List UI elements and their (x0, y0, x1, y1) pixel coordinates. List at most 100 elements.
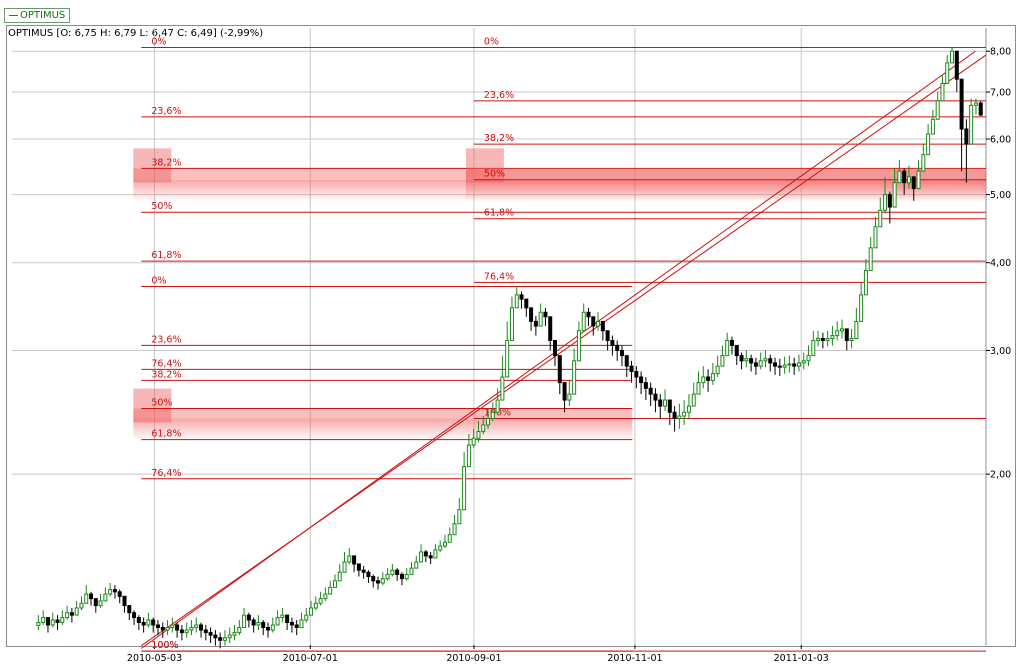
candle (103, 587, 108, 602)
candle (672, 406, 677, 432)
candle-body (495, 399, 500, 413)
candle (141, 617, 146, 633)
candle-body (112, 589, 117, 593)
candle (796, 354, 801, 372)
candle-body (79, 602, 84, 609)
candle-body (275, 617, 280, 626)
candle (763, 350, 768, 368)
candle (60, 610, 65, 625)
candle (309, 600, 314, 616)
candle (729, 336, 734, 355)
candle (940, 75, 945, 102)
candle (265, 622, 270, 638)
candle (380, 572, 385, 586)
candle-body (246, 614, 251, 621)
candle-body (639, 376, 644, 384)
candle-body (835, 330, 840, 337)
candle (55, 615, 60, 631)
plot-frame (6, 25, 1016, 647)
candle-body (548, 316, 553, 341)
candle (739, 352, 744, 370)
candle-body (117, 591, 122, 597)
candle-body (280, 614, 285, 619)
candle-body (65, 612, 70, 619)
y-tick-label: 2,00 (990, 470, 1011, 481)
candle-body (600, 320, 605, 332)
candle-body (753, 362, 758, 367)
candle (854, 307, 859, 340)
candle (232, 624, 237, 641)
candle-body (801, 360, 806, 364)
candle-body (686, 405, 691, 413)
candle-body (840, 328, 845, 332)
candle (189, 620, 194, 636)
candle-body (462, 466, 467, 511)
candle (36, 615, 41, 631)
candle (74, 600, 79, 616)
fib-level-label: 0% (484, 36, 499, 47)
candle (663, 389, 668, 412)
candle-body (84, 593, 89, 604)
ohlc-header: OPTIMUS [O: 6,75 H: 6,79 L: 6,47 C: 6,49… (8, 28, 264, 39)
x-tick-label: 2010-11-01 (607, 653, 662, 664)
candle-body (629, 365, 634, 373)
candle (562, 382, 567, 413)
fib-zone-fade (465, 179, 986, 202)
candle (203, 624, 208, 641)
candle-body (591, 316, 596, 327)
candle-body (486, 418, 491, 426)
candle-body (902, 170, 907, 184)
fib-level-label: 0% (151, 275, 166, 286)
candle-body (624, 355, 629, 367)
fib-level-label: 38,2% (151, 369, 181, 380)
candle (973, 98, 978, 115)
candle (108, 582, 113, 597)
candle (667, 399, 672, 425)
candle-body (519, 294, 524, 300)
candle-body (170, 624, 175, 628)
series-legend-tab[interactable]: OPTIMUS (4, 8, 71, 23)
candle (792, 357, 797, 375)
candle (892, 168, 897, 208)
candle-body (615, 344, 620, 351)
candle-body (715, 365, 720, 375)
candle-body (45, 617, 50, 626)
candle-body (385, 573, 390, 580)
candle (347, 548, 352, 564)
candle-body (256, 621, 261, 626)
candle-body (237, 626, 242, 634)
candle-body (710, 373, 715, 381)
candle-body (873, 226, 878, 249)
candle-body (132, 612, 137, 619)
candle-body (366, 571, 371, 578)
candle (605, 330, 610, 351)
candle (112, 585, 117, 599)
candle (548, 316, 553, 351)
candle-body (720, 355, 725, 367)
candle (93, 598, 98, 613)
candle (299, 612, 304, 628)
candle (213, 630, 218, 646)
candle (835, 321, 840, 341)
candle-body (332, 580, 337, 588)
candle-body (816, 338, 821, 341)
candle (155, 620, 160, 636)
candle (524, 298, 529, 317)
candle (332, 574, 337, 588)
candle-body (768, 358, 773, 364)
candle-body (265, 626, 270, 631)
candle (863, 258, 868, 296)
candle (906, 165, 911, 189)
series-swatch (9, 14, 18, 16)
candle (787, 355, 792, 373)
candle-body (911, 176, 916, 190)
candle-body (160, 626, 165, 631)
candle (117, 589, 122, 604)
candle-body (562, 382, 567, 401)
candle-body (926, 133, 931, 156)
candle-body (959, 78, 964, 130)
candle (586, 307, 591, 327)
candle (466, 434, 471, 468)
candle-body (849, 338, 854, 341)
